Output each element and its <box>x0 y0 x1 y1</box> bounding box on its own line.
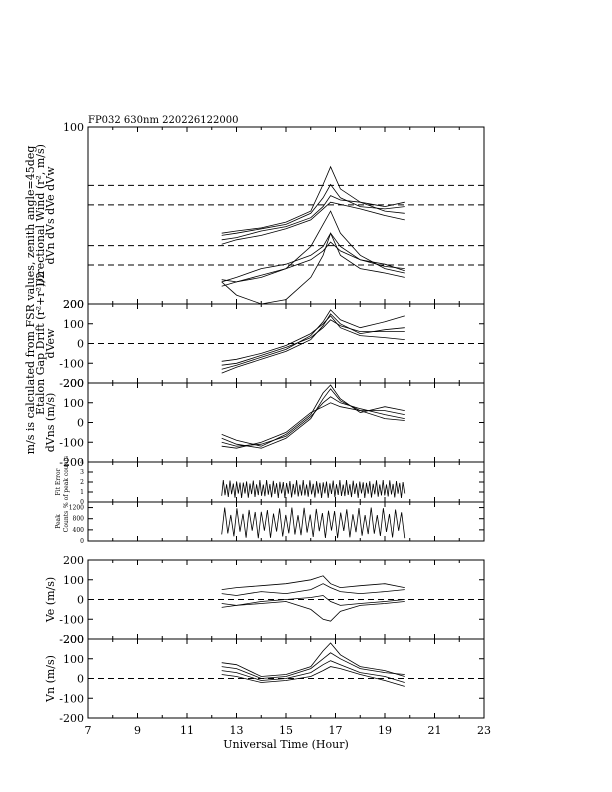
series-line <box>221 595 405 606</box>
outer-axis-label: m/s is calculated from FSR values, zenit… <box>24 146 37 455</box>
x-tick-label: 13 <box>230 724 244 737</box>
y-tick-label: 0 <box>80 538 84 545</box>
series-line <box>221 575 405 590</box>
series-line <box>221 660 405 683</box>
y-axis-label: Vn (m/s) <box>44 655 57 703</box>
y-tick-label: 1 <box>80 489 84 496</box>
chart-title: FP032 630nm 220226122000 <box>88 115 238 126</box>
y-tick-label: 200 <box>63 377 84 390</box>
series-line <box>221 601 405 622</box>
y-tick-label: -200 <box>59 633 84 646</box>
panel-frame <box>87 382 485 463</box>
y-axis-label: dVew <box>44 328 57 358</box>
y-tick-label: 400 <box>73 527 85 534</box>
x-tick-label: 19 <box>378 724 392 737</box>
series-line <box>221 319 405 366</box>
series-line <box>221 652 405 679</box>
series-line <box>221 195 405 241</box>
series-line <box>221 313 405 374</box>
series-line <box>221 201 405 245</box>
y-tick-label: 0 <box>77 417 84 430</box>
y-tick-label: 1200 <box>69 505 84 512</box>
x-tick-label: 15 <box>279 724 293 737</box>
y-tick-label: -100 <box>59 436 84 449</box>
y-tick-label: -200 <box>59 712 84 725</box>
series-line <box>221 402 405 449</box>
y-tick-label: 0 <box>80 499 84 506</box>
y-tick-label: 100 <box>63 121 84 134</box>
y-tick-label: 100 <box>63 318 84 331</box>
panel-frame <box>87 126 485 305</box>
panel-frame <box>87 501 485 542</box>
y-axis-label-secondary: % of peak counts <box>63 456 70 508</box>
y-tick-label: -100 <box>59 613 84 626</box>
y-tick-label: 200 <box>63 633 84 646</box>
series-line <box>221 241 405 287</box>
y-tick-label: 100 <box>63 653 84 666</box>
x-tick-label: 21 <box>428 724 442 737</box>
y-tick-label: 100 <box>63 397 84 410</box>
y-tick-label: 4 <box>80 459 84 466</box>
series-line <box>221 583 405 596</box>
series-line <box>221 396 405 447</box>
series-line <box>221 642 405 677</box>
series-line <box>221 183 405 236</box>
y-axis-label: dVn dVs dVe dVw <box>44 166 57 265</box>
y-tick-label: 100 <box>63 574 84 587</box>
series-line <box>221 309 405 370</box>
y-tick-label: 3 <box>80 469 84 476</box>
x-tick-label: 23 <box>477 724 491 737</box>
series-line <box>221 384 405 447</box>
series-trace <box>221 507 406 539</box>
series-line <box>221 232 405 283</box>
y-axis-label: Ve (m/s) <box>44 577 57 623</box>
x-tick-label: 9 <box>134 724 141 737</box>
y-tick-label: 0 <box>77 673 84 686</box>
panel-frame <box>87 303 485 384</box>
y-tick-label: -200 <box>59 456 84 469</box>
y-tick-label: 0 <box>77 338 84 351</box>
series-line <box>221 315 405 362</box>
x-tick-label: 17 <box>329 724 343 737</box>
y-axis-label: dVns (m/s) <box>44 393 57 453</box>
y-tick-label: 0 <box>77 594 84 607</box>
x-axis-label: Universal Time (Hour) <box>223 738 349 751</box>
y-axis-label-secondary: Directional Wind (r², m/s) <box>34 144 47 287</box>
series-line <box>221 388 405 449</box>
y-tick-label: -200 <box>59 377 84 390</box>
panel-peakcounts: 1200 800 400 0 Peak Counts <box>55 501 485 545</box>
y-tick-label: -100 <box>59 357 84 370</box>
y-tick-label: 200 <box>63 298 84 311</box>
x-tick-label: 7 <box>85 724 92 737</box>
y-tick-label: -100 <box>59 692 84 705</box>
series-line <box>221 210 405 283</box>
y-tick-label: 200 <box>63 554 84 567</box>
series-line <box>221 666 405 687</box>
series-line <box>221 232 405 305</box>
y-axis-label-secondary: Counts <box>63 511 70 532</box>
x-tick-label: 11 <box>180 724 194 737</box>
y-axis-label: Peak <box>55 514 62 529</box>
y-axis-label: Fit Error <box>55 468 62 495</box>
y-tick-label: 2 <box>80 479 84 486</box>
panel-fitrerror: 4 3 2 1 0 Fit Error% of peak counts <box>55 456 485 508</box>
panel-frame <box>87 461 485 503</box>
series-line <box>221 165 405 234</box>
series-trace <box>221 479 406 499</box>
y-axis-label-secondary: Etalon Gap Drift (r²+r²)/2 <box>34 272 47 415</box>
y-tick-label: 800 <box>73 516 85 523</box>
y-tick-label: 200 <box>63 298 84 311</box>
